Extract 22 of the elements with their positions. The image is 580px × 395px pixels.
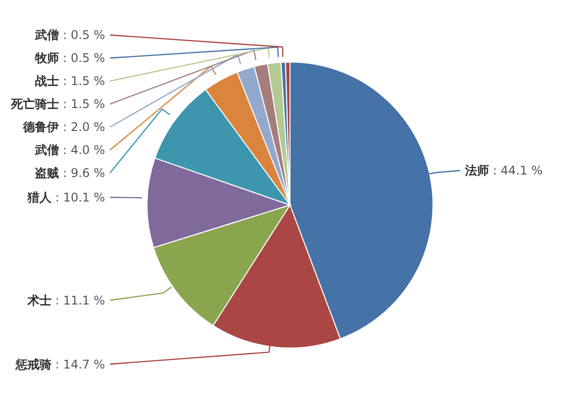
- slice-label: 武僧: [34, 28, 60, 42]
- data-label: : 4.0 %: [59, 143, 105, 158]
- slice-label: 术士: [26, 293, 52, 308]
- data-label: : 2.0 %: [59, 120, 105, 134]
- data-label: : 1.5 %: [59, 74, 105, 88]
- slice-label: 猎人: [26, 190, 52, 205]
- data-label: : 10.1 %: [51, 190, 105, 205]
- data-label: : 0.5 %: [59, 51, 105, 66]
- slice-label: 牧师: [34, 51, 60, 66]
- slice-label: 法师: [464, 164, 489, 178]
- slice-label: 死亡骑士: [10, 97, 60, 112]
- slice-label: 德鲁伊: [22, 120, 60, 134]
- data-label: : 11.1 %: [51, 293, 105, 308]
- slice-label: 战士: [35, 74, 60, 88]
- data-label: : 9.6 %: [59, 166, 105, 180]
- data-label: : 1.5 %: [59, 97, 105, 112]
- slice-label: 武僧: [34, 143, 60, 158]
- data-label: : 14.7 %: [51, 357, 105, 372]
- data-label: : 0.5 %: [59, 28, 105, 42]
- slice-label: 盗贼: [35, 166, 60, 180]
- slice-label: 惩戒骑: [14, 357, 52, 372]
- data-label: : 44.1 %: [489, 164, 543, 178]
